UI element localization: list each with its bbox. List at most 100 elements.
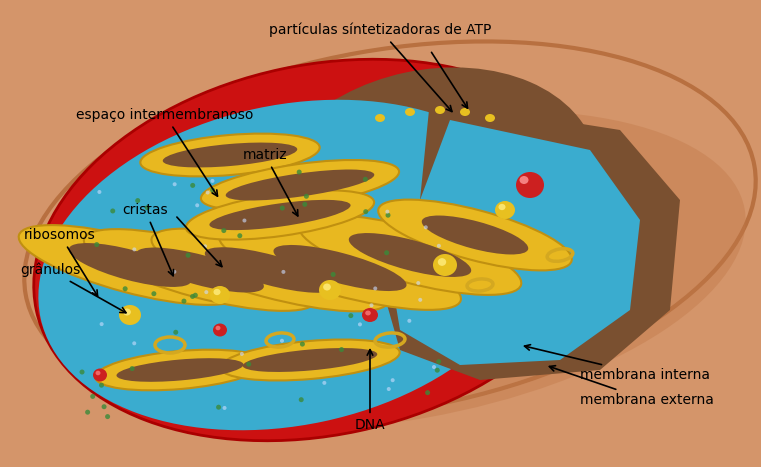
Ellipse shape [213,324,227,337]
Ellipse shape [432,365,436,369]
Ellipse shape [203,244,207,248]
Ellipse shape [243,348,377,372]
Ellipse shape [123,286,128,291]
Ellipse shape [19,225,241,305]
Ellipse shape [319,280,341,300]
Ellipse shape [215,325,221,330]
Ellipse shape [221,228,226,233]
Text: matriz: matriz [243,148,298,216]
Ellipse shape [425,390,430,395]
Ellipse shape [282,270,285,274]
Ellipse shape [54,110,746,430]
Ellipse shape [214,289,221,295]
Text: ribosomos: ribosomos [24,228,97,296]
Ellipse shape [151,291,156,296]
Ellipse shape [100,322,103,326]
Ellipse shape [123,309,131,316]
Ellipse shape [495,201,515,219]
Ellipse shape [436,359,441,364]
Ellipse shape [151,229,389,311]
Ellipse shape [387,387,390,391]
Ellipse shape [424,225,428,229]
Ellipse shape [349,313,353,318]
Ellipse shape [247,361,251,367]
Ellipse shape [91,394,95,399]
Ellipse shape [516,172,544,198]
Ellipse shape [419,298,422,302]
Ellipse shape [174,330,178,335]
Ellipse shape [237,233,242,238]
Ellipse shape [116,358,244,382]
Ellipse shape [216,405,221,410]
Ellipse shape [349,233,471,277]
Ellipse shape [96,371,100,375]
Text: membrana interna: membrana interna [524,345,710,382]
Ellipse shape [186,191,374,240]
Ellipse shape [304,194,309,199]
Ellipse shape [95,350,265,390]
Ellipse shape [407,319,412,323]
Ellipse shape [33,59,607,441]
Ellipse shape [485,114,495,122]
Ellipse shape [416,281,420,285]
Ellipse shape [94,242,99,247]
Ellipse shape [384,250,389,255]
Text: grânulos: grânulos [20,263,126,313]
Ellipse shape [84,229,316,311]
Ellipse shape [435,368,440,373]
Ellipse shape [498,204,505,210]
Ellipse shape [300,341,305,347]
Ellipse shape [280,339,284,343]
Ellipse shape [280,205,285,211]
Ellipse shape [378,199,572,270]
Ellipse shape [363,177,368,182]
Ellipse shape [299,397,304,402]
Ellipse shape [435,106,445,114]
Ellipse shape [190,183,196,188]
Ellipse shape [210,286,230,304]
Ellipse shape [132,248,136,251]
Ellipse shape [385,210,390,213]
Ellipse shape [196,203,199,207]
Ellipse shape [181,298,186,304]
Ellipse shape [331,272,336,277]
Ellipse shape [68,243,191,287]
Polygon shape [380,100,680,380]
Ellipse shape [373,286,377,290]
Ellipse shape [110,208,115,213]
Ellipse shape [273,245,406,291]
Ellipse shape [119,305,141,325]
Ellipse shape [390,378,395,382]
Ellipse shape [136,248,264,292]
Ellipse shape [129,366,135,371]
Ellipse shape [219,226,461,310]
Ellipse shape [24,42,756,418]
Ellipse shape [186,253,190,258]
Ellipse shape [140,134,320,177]
Ellipse shape [221,340,400,381]
Ellipse shape [132,341,136,345]
Ellipse shape [91,290,94,295]
Ellipse shape [226,170,374,200]
Ellipse shape [243,219,247,223]
Ellipse shape [358,322,362,326]
Ellipse shape [173,182,177,186]
Ellipse shape [433,254,457,276]
Ellipse shape [205,191,210,195]
Text: DNA: DNA [355,350,385,432]
Ellipse shape [323,381,326,385]
Ellipse shape [93,368,107,382]
Ellipse shape [297,170,301,175]
Ellipse shape [437,244,441,248]
Ellipse shape [211,179,215,183]
Ellipse shape [363,209,368,214]
Ellipse shape [209,200,351,230]
Ellipse shape [210,188,215,192]
Ellipse shape [105,414,110,419]
Ellipse shape [205,247,335,293]
Ellipse shape [365,311,371,315]
Ellipse shape [386,212,390,218]
Ellipse shape [370,304,374,307]
Ellipse shape [135,198,140,203]
Ellipse shape [193,293,198,298]
